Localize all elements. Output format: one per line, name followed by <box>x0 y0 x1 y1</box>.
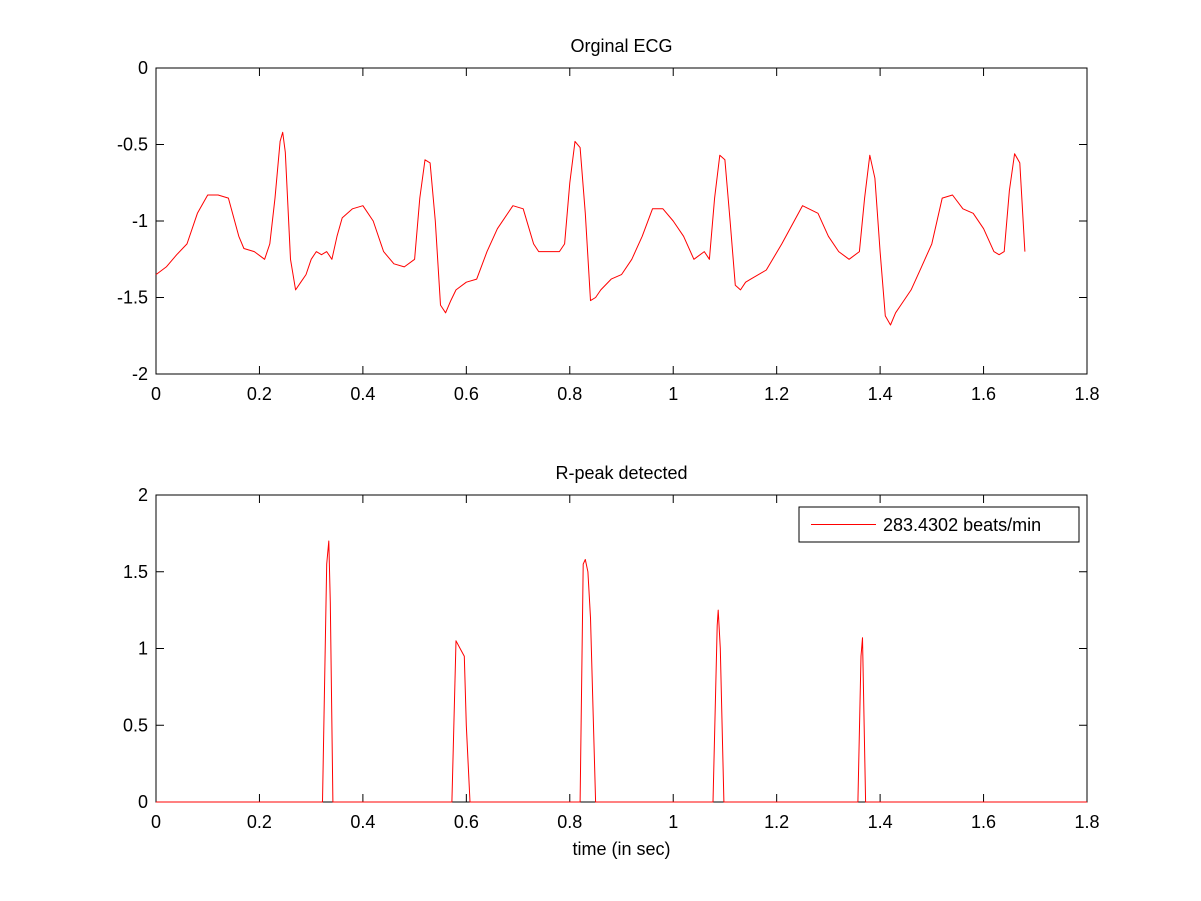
x-tick-label: 1.8 <box>1074 812 1099 832</box>
rpeak-panel: R-peak detected time (in sec) 0 0.2 0.4 0.6… <box>123 463 1100 859</box>
y-tick-label: -1 <box>132 211 148 231</box>
legend: 283.4302 beats/min <box>798 506 1080 543</box>
x-tick-label: 0.8 <box>557 812 582 832</box>
y-tick-label: 2 <box>138 485 148 505</box>
x-tick-label: 1.2 <box>764 384 789 404</box>
x-tick-label: 1.4 <box>868 812 893 832</box>
x-axis-label: time (in sec) <box>572 839 670 859</box>
x-tick-label: 0.6 <box>454 812 479 832</box>
ecg-panel: Orginal ECG 0 0.2 0.4 0.6 0.8 1 1.2 1.4 1.6 1.8 -2… <box>117 36 1100 404</box>
x-tick-label: 1.6 <box>971 812 996 832</box>
x-tick-label: 0.4 <box>350 384 375 404</box>
chart-title: R-peak detected <box>555 463 687 483</box>
x-tick-label: 1.2 <box>764 812 789 832</box>
x-tick-label: 1.4 <box>868 384 893 404</box>
series-line <box>155 131 1026 326</box>
y-tick-label: -0.5 <box>117 135 148 155</box>
legend-label: 283.4302 beats/min <box>883 515 1041 535</box>
x-tick-label: 1 <box>668 384 678 404</box>
y-tick-label: -1.5 <box>117 288 148 308</box>
x-tick-label: 0.8 <box>557 384 582 404</box>
plot-area: 0 0.2 0.4 0.6 0.8 1 1.2 1.4 1.6 1.8 0 0.5 1 1.5 2 <box>123 485 1100 832</box>
y-tick-label: 1 <box>138 639 148 659</box>
y-tick-label: 0 <box>138 792 148 812</box>
x-tick-label: 0 <box>151 812 161 832</box>
axes-box <box>155 494 1088 803</box>
chart-title: Orginal ECG <box>570 36 672 56</box>
series-line <box>156 540 1087 803</box>
y-tick-label: 1.5 <box>123 562 148 582</box>
y-tick-label: 0.5 <box>123 715 148 735</box>
x-tick-label: 0 <box>151 384 161 404</box>
y-tick-label: 0 <box>138 58 148 78</box>
y-tick-label: -2 <box>132 364 148 384</box>
x-tick-label: 1.8 <box>1074 384 1099 404</box>
x-tick-label: 1.6 <box>971 384 996 404</box>
x-tick-label: 1 <box>668 812 678 832</box>
plot-area: 0 0.2 0.4 0.6 0.8 1 1.2 1.4 1.6 1.8 -2 -1.5 -1 -0.5 0 <box>117 58 1100 404</box>
x-tick-label: 0.2 <box>247 812 272 832</box>
x-tick-label: 0.2 <box>247 384 272 404</box>
x-tick-label: 0.4 <box>350 812 375 832</box>
x-tick-label: 0.6 <box>454 384 479 404</box>
axes-box <box>155 67 1088 375</box>
